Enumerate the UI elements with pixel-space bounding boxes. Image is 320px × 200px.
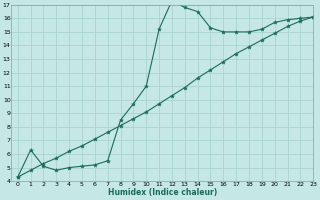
X-axis label: Humidex (Indice chaleur): Humidex (Indice chaleur): [108, 188, 217, 197]
